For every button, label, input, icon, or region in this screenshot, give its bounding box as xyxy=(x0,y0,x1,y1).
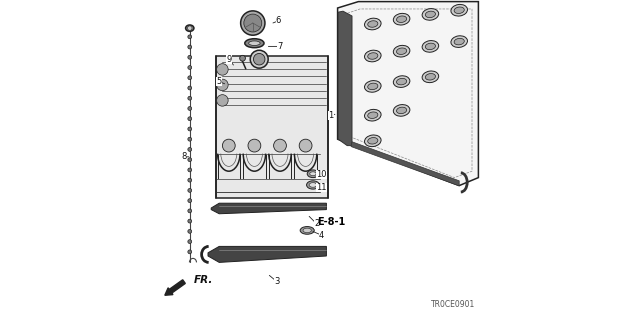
Circle shape xyxy=(300,139,312,152)
Polygon shape xyxy=(208,246,326,262)
Polygon shape xyxy=(351,142,460,186)
Circle shape xyxy=(188,55,192,59)
Circle shape xyxy=(188,107,192,110)
Ellipse shape xyxy=(422,71,438,83)
Circle shape xyxy=(188,250,192,254)
Ellipse shape xyxy=(454,38,464,45)
Circle shape xyxy=(188,127,192,131)
Ellipse shape xyxy=(365,135,381,147)
Ellipse shape xyxy=(394,105,410,116)
Ellipse shape xyxy=(307,181,319,189)
Ellipse shape xyxy=(365,18,381,30)
Text: 4: 4 xyxy=(319,231,324,240)
Text: 3: 3 xyxy=(274,277,280,286)
Ellipse shape xyxy=(394,76,410,87)
Ellipse shape xyxy=(307,170,319,178)
Ellipse shape xyxy=(368,53,378,59)
Text: 9: 9 xyxy=(226,55,232,64)
Ellipse shape xyxy=(426,43,435,50)
Ellipse shape xyxy=(451,36,467,47)
Circle shape xyxy=(216,64,228,75)
Ellipse shape xyxy=(365,81,381,92)
Polygon shape xyxy=(211,203,326,214)
Circle shape xyxy=(188,66,192,69)
Ellipse shape xyxy=(422,9,438,20)
Ellipse shape xyxy=(244,39,264,48)
Circle shape xyxy=(216,95,228,106)
Ellipse shape xyxy=(303,228,312,233)
Circle shape xyxy=(188,188,192,192)
Polygon shape xyxy=(216,56,328,198)
Circle shape xyxy=(188,240,192,244)
Text: E-8-1: E-8-1 xyxy=(317,217,345,228)
Text: 6: 6 xyxy=(276,16,281,25)
Text: TR0CE0901: TR0CE0901 xyxy=(431,300,475,309)
Ellipse shape xyxy=(309,183,317,187)
Circle shape xyxy=(216,79,228,91)
Circle shape xyxy=(188,76,192,80)
Circle shape xyxy=(241,11,265,35)
Ellipse shape xyxy=(451,4,467,16)
Circle shape xyxy=(188,96,192,100)
Polygon shape xyxy=(339,11,352,146)
Circle shape xyxy=(188,229,192,233)
Circle shape xyxy=(223,139,236,152)
Text: 1: 1 xyxy=(328,111,334,120)
Circle shape xyxy=(188,158,192,162)
Ellipse shape xyxy=(426,74,435,80)
Ellipse shape xyxy=(394,13,410,25)
Ellipse shape xyxy=(300,227,314,234)
Text: 8: 8 xyxy=(181,152,187,161)
Circle shape xyxy=(274,139,287,152)
Ellipse shape xyxy=(368,112,378,118)
Ellipse shape xyxy=(397,107,406,114)
Circle shape xyxy=(250,50,268,68)
Circle shape xyxy=(253,53,265,65)
Circle shape xyxy=(188,26,192,30)
Text: FR.: FR. xyxy=(193,275,213,285)
Ellipse shape xyxy=(310,172,316,176)
Ellipse shape xyxy=(365,109,381,121)
Ellipse shape xyxy=(397,78,406,85)
Circle shape xyxy=(188,117,192,121)
Circle shape xyxy=(188,35,192,39)
Circle shape xyxy=(244,14,262,32)
Ellipse shape xyxy=(394,45,410,57)
Ellipse shape xyxy=(426,11,435,18)
Circle shape xyxy=(188,45,192,49)
Circle shape xyxy=(188,209,192,213)
Ellipse shape xyxy=(397,48,406,54)
Circle shape xyxy=(188,137,192,141)
Ellipse shape xyxy=(365,50,381,62)
Ellipse shape xyxy=(186,25,194,31)
Ellipse shape xyxy=(368,138,378,144)
Circle shape xyxy=(188,148,192,151)
Ellipse shape xyxy=(397,16,406,22)
Ellipse shape xyxy=(368,21,378,27)
Polygon shape xyxy=(338,2,479,186)
Text: 10: 10 xyxy=(316,170,327,179)
Circle shape xyxy=(188,199,192,203)
FancyArrow shape xyxy=(165,280,186,295)
Circle shape xyxy=(248,139,261,152)
Circle shape xyxy=(240,55,246,61)
Ellipse shape xyxy=(422,41,438,52)
Text: 11: 11 xyxy=(316,183,327,192)
Circle shape xyxy=(188,219,192,223)
Circle shape xyxy=(188,178,192,182)
Ellipse shape xyxy=(454,7,464,13)
Text: 2: 2 xyxy=(314,220,319,228)
Ellipse shape xyxy=(248,41,260,45)
Circle shape xyxy=(188,168,192,172)
Circle shape xyxy=(188,86,192,90)
Text: 5: 5 xyxy=(216,77,222,86)
Ellipse shape xyxy=(368,83,378,90)
Text: 7: 7 xyxy=(277,42,283,51)
